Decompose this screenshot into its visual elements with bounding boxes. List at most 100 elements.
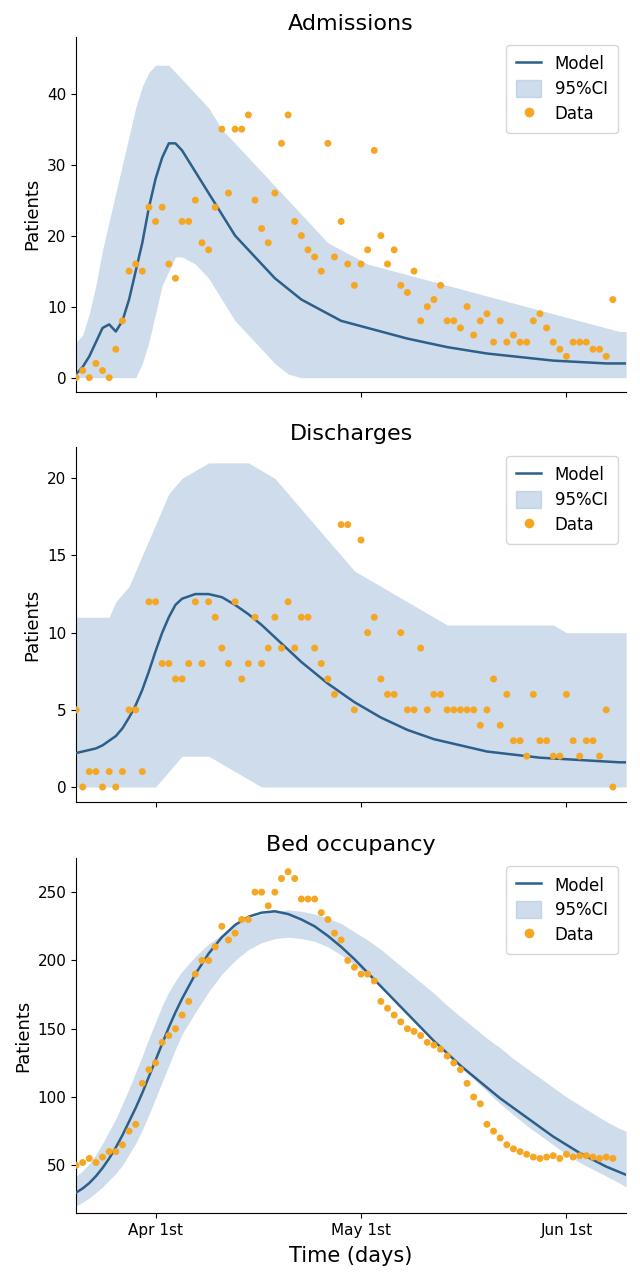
Data [237,909,247,929]
Data [97,1147,108,1167]
Data [522,746,532,767]
Data [376,225,386,246]
Data [541,731,552,751]
Data [250,189,260,210]
Data [250,607,260,627]
Data [230,923,240,943]
Data [204,591,214,612]
Data [250,882,260,902]
X-axis label: Time (days): Time (days) [289,1247,413,1266]
Data [568,332,578,352]
Data [442,1046,452,1066]
Model [622,1167,630,1183]
Data [435,685,445,705]
Model [72,366,80,381]
Data [356,530,366,550]
Data [217,916,227,937]
Data [561,685,572,705]
Data [243,653,253,673]
Data [555,746,565,767]
Title: Admissions: Admissions [288,14,414,33]
Data [84,367,95,388]
Data [376,668,386,689]
Data [468,1087,479,1107]
Model [145,663,153,678]
Data [475,1093,485,1114]
Data [389,1005,399,1025]
Data [150,591,161,612]
Data [495,716,506,736]
Data [575,746,585,767]
Data [482,700,492,721]
Data [548,1146,558,1166]
Data [488,1121,499,1142]
Data [330,247,340,268]
Data [177,211,187,232]
Data [97,360,108,380]
Data [362,239,372,260]
Data [422,297,433,317]
Data [568,1147,578,1167]
Data [396,1011,406,1032]
Data [488,668,499,689]
Data [515,1142,525,1162]
Data [601,700,611,721]
Model [178,143,186,159]
Data [117,1134,127,1155]
Data [283,591,293,612]
Data [71,367,81,388]
Model [72,1185,80,1201]
Data [310,247,320,268]
Data [290,211,300,232]
Data [369,141,380,161]
Data [581,332,591,352]
Data [316,261,326,282]
Data [210,197,220,218]
Data [508,1139,518,1160]
Data [296,888,307,909]
Data [482,1114,492,1134]
Data [184,211,194,232]
Data [111,1142,121,1162]
Data [230,591,240,612]
Data [462,297,472,317]
Data [223,183,234,204]
Data [462,700,472,721]
Data [310,637,320,658]
Data [71,1155,81,1175]
Data [237,119,247,140]
Data [157,197,167,218]
Data [449,1052,459,1073]
Data [528,311,538,332]
Data [91,353,101,374]
Data [362,964,372,984]
Data [568,731,578,751]
Data [555,1148,565,1169]
Data [177,668,187,689]
Model [622,356,630,371]
Data [131,1114,141,1134]
Data [369,970,380,991]
Data [548,332,558,352]
Data [396,622,406,643]
Data [575,332,585,352]
Data [429,685,439,705]
Data [608,289,618,310]
Data [601,346,611,366]
Data [396,275,406,296]
Data [269,183,280,204]
Data [104,1142,115,1162]
Data [263,896,273,916]
Data [342,253,353,274]
Data [495,1128,506,1148]
Data [422,1032,433,1052]
Data [263,637,273,658]
Model [178,991,186,1006]
Data [303,607,313,627]
Data [184,991,194,1011]
Data [257,882,267,902]
Data [290,637,300,658]
Data [276,637,287,658]
Data [164,253,174,274]
Data [124,261,134,282]
